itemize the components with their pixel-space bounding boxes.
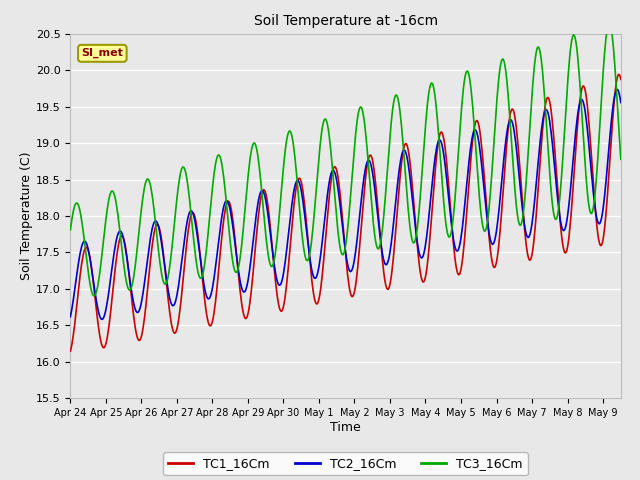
TC2_16Cm — [67, 314, 74, 320]
TC1_16Cm — [322, 230, 330, 236]
TC1_16Cm — [615, 72, 623, 77]
TC3_16Cm — [617, 156, 625, 162]
TC1_16Cm — [68, 337, 76, 343]
TC2_16Cm — [323, 198, 330, 204]
TC3_16Cm — [67, 227, 74, 233]
TC1_16Cm — [461, 228, 469, 234]
TC3_16Cm — [605, 20, 612, 26]
Line: TC1_16Cm: TC1_16Cm — [70, 74, 621, 351]
TC1_16Cm — [475, 121, 483, 127]
TC2_16Cm — [145, 251, 152, 257]
TC1_16Cm — [67, 348, 74, 354]
TC3_16Cm — [302, 256, 310, 262]
TC2_16Cm — [613, 86, 621, 92]
Text: SI_met: SI_met — [81, 48, 124, 59]
Line: TC2_16Cm: TC2_16Cm — [70, 89, 621, 319]
Y-axis label: Soil Temperature (C): Soil Temperature (C) — [20, 152, 33, 280]
Legend: TC1_16Cm, TC2_16Cm, TC3_16Cm: TC1_16Cm, TC2_16Cm, TC3_16Cm — [163, 452, 528, 475]
TC1_16Cm — [617, 76, 625, 82]
TC2_16Cm — [99, 316, 106, 322]
TC3_16Cm — [68, 212, 76, 218]
TC2_16Cm — [302, 223, 310, 229]
TC2_16Cm — [476, 143, 483, 148]
TC3_16Cm — [323, 119, 330, 124]
TC2_16Cm — [617, 100, 625, 106]
TC3_16Cm — [145, 176, 152, 182]
TC3_16Cm — [476, 193, 483, 199]
TC2_16Cm — [68, 301, 76, 307]
TC3_16Cm — [462, 70, 470, 76]
X-axis label: Time: Time — [330, 421, 361, 434]
TC2_16Cm — [462, 189, 470, 195]
TC1_16Cm — [301, 208, 309, 214]
TC1_16Cm — [143, 288, 151, 293]
Line: TC3_16Cm: TC3_16Cm — [70, 23, 621, 296]
Title: Soil Temperature at -16cm: Soil Temperature at -16cm — [253, 14, 438, 28]
TC3_16Cm — [90, 293, 98, 299]
